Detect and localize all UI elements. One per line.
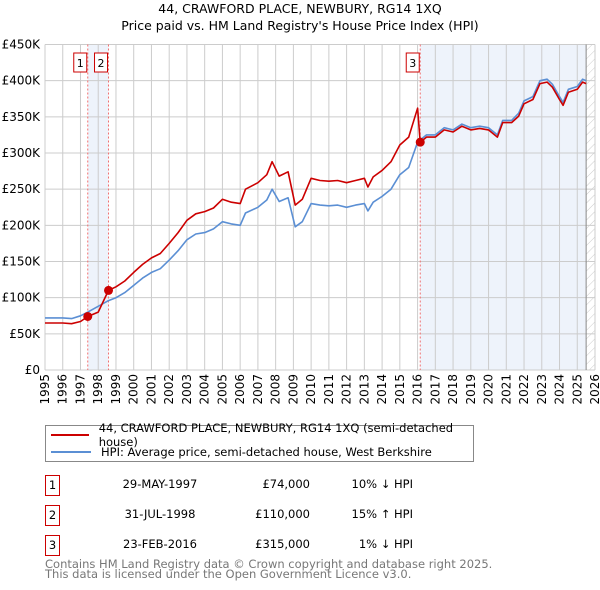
y-tick-label: £350K bbox=[2, 110, 42, 124]
x-tick-label: 2004 bbox=[198, 374, 212, 405]
y-tick-label: £300K bbox=[2, 146, 42, 160]
x-tick-label: 2009 bbox=[286, 374, 300, 405]
x-tick-label: 2019 bbox=[464, 374, 478, 405]
shaded-period bbox=[420, 44, 587, 370]
x-tick-label: 2015 bbox=[393, 374, 407, 405]
x-tick-label: 1996 bbox=[56, 374, 70, 405]
x-tick-label: 2001 bbox=[144, 374, 158, 405]
x-tick-label: 2022 bbox=[517, 374, 531, 405]
legend-label-property: 44, CRAWFORD PLACE, NEWBURY, RG14 1XQ (s… bbox=[98, 421, 454, 449]
x-tick-label: 1999 bbox=[109, 374, 123, 405]
sale-date: 31-JUL-1998 bbox=[124, 507, 196, 521]
x-tick-label: 2006 bbox=[233, 374, 247, 405]
sale-row: 2 31-JUL-1998 £110,000 15% ↑ HPI bbox=[45, 505, 445, 526]
chart-subtitle: Price paid vs. HM Land Registry's House … bbox=[121, 18, 479, 33]
x-tick-label: 2014 bbox=[375, 374, 389, 405]
sale-date: 23-FEB-2016 bbox=[123, 537, 197, 551]
sale-date: 29-MAY-1997 bbox=[122, 477, 198, 491]
y-tick-label: £450K bbox=[2, 38, 42, 52]
x-tick-label: 2010 bbox=[304, 374, 318, 405]
x-tick-label: 2016 bbox=[411, 374, 425, 405]
x-tick-label: 2026 bbox=[588, 374, 600, 405]
sale-hpi-diff: 10% ↓ HPI bbox=[351, 477, 413, 491]
chart-title: 44, CRAWFORD PLACE, NEWBURY, RG14 1XQ bbox=[158, 1, 442, 16]
legend-blue-line bbox=[51, 451, 91, 453]
x-tick-label: 2025 bbox=[570, 374, 584, 405]
legend-red-line bbox=[51, 434, 89, 436]
sale-marker-box bbox=[94, 52, 109, 73]
footer-line-1: Contains HM Land Registry data © Crown c… bbox=[45, 557, 493, 571]
sale-price: £315,000 bbox=[255, 537, 310, 551]
y-tick-label: £50K bbox=[9, 327, 41, 341]
sale-marker-box: 1 bbox=[45, 475, 60, 496]
x-tick-label: 2008 bbox=[269, 374, 283, 405]
footer-line-2: This data is licensed under the Open Gov… bbox=[45, 567, 412, 581]
sale-marker-label: 1 bbox=[77, 57, 84, 70]
sale-row: 1 29-MAY-1997 £74,000 10% ↓ HPI bbox=[45, 475, 445, 496]
hpi-line bbox=[45, 78, 587, 320]
price-chart: 1995 1996 1997 1998 1999 2000 2001 2002 2003 2004… bbox=[2, 38, 600, 405]
property-price-line bbox=[45, 81, 587, 325]
sale-row: 3 23-FEB-2016 £315,000 1% ↓ HPI bbox=[45, 535, 445, 556]
sale-marker-label: 2 bbox=[98, 57, 105, 70]
x-tick-label: 2021 bbox=[499, 374, 513, 405]
x-tick-label: 2007 bbox=[251, 374, 265, 405]
sale-price: £110,000 bbox=[255, 507, 310, 521]
x-tick-label: 1998 bbox=[91, 374, 105, 405]
x-tick-label: 1995 bbox=[38, 374, 52, 405]
y-tick-label: £0 bbox=[25, 363, 40, 377]
y-tick-label: £200K bbox=[2, 218, 42, 232]
x-tick-label: 2024 bbox=[553, 374, 567, 405]
x-tick-label: 2003 bbox=[180, 374, 194, 405]
x-tick-label: 1997 bbox=[73, 374, 87, 405]
x-tick-label: 2000 bbox=[127, 374, 141, 405]
sale-marker-box: 2 bbox=[45, 505, 60, 526]
y-tick-label: £250K bbox=[2, 182, 42, 196]
x-tick-label: 2011 bbox=[322, 374, 336, 405]
legend-label-hpi: HPI: Average price, semi-detached house,… bbox=[101, 445, 432, 459]
sale-point bbox=[83, 311, 93, 321]
x-tick-label: 2013 bbox=[357, 374, 371, 405]
sale-marker-box bbox=[405, 52, 420, 73]
sale-hpi-diff: 15% ↑ HPI bbox=[351, 507, 413, 521]
x-tick-label: 2023 bbox=[535, 374, 549, 405]
sale-marker-box: 3 bbox=[45, 535, 60, 556]
y-tick-label: £400K bbox=[2, 74, 42, 88]
sale-marker-label: 3 bbox=[409, 57, 416, 70]
y-tick-label: £150K bbox=[2, 255, 42, 269]
sale-price: £74,000 bbox=[262, 477, 310, 491]
sale-point bbox=[104, 285, 114, 295]
footer: Contains HM Land Registry data © Crown c… bbox=[45, 557, 493, 581]
y-tick-label: £100K bbox=[2, 291, 42, 305]
x-tick-label: 2012 bbox=[340, 374, 354, 405]
x-tick-label: 2018 bbox=[446, 374, 460, 405]
x-tick-label: 2017 bbox=[428, 374, 442, 405]
x-tick-label: 2002 bbox=[162, 374, 176, 405]
legend: 44, CRAWFORD PLACE, NEWBURY, RG14 1XQ (s… bbox=[45, 421, 474, 462]
sale-marker-box bbox=[73, 52, 88, 73]
future-hatched-area bbox=[586, 44, 595, 370]
legend-item-hpi: HPI: Average price, semi-detached house,… bbox=[51, 444, 432, 460]
x-tick-label: 2005 bbox=[215, 374, 229, 405]
sale-point bbox=[415, 137, 425, 147]
legend-item-property: 44, CRAWFORD PLACE, NEWBURY, RG14 1XQ (s… bbox=[51, 421, 473, 449]
x-tick-label: 2020 bbox=[482, 374, 496, 405]
sale-hpi-diff: 1% ↓ HPI bbox=[358, 537, 413, 551]
